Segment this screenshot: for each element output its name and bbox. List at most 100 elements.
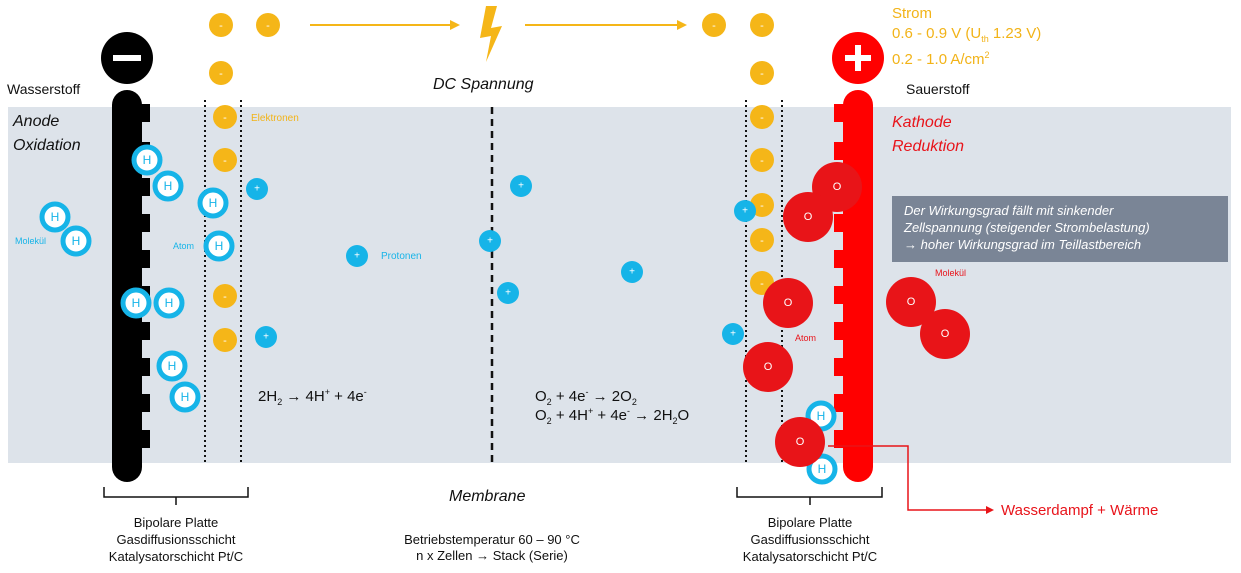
minus-icon — [113, 55, 141, 61]
proton — [621, 261, 643, 283]
oxygen-atom — [920, 309, 970, 359]
protons-label: Protonen — [381, 251, 422, 262]
layer-right-bipolar: Bipolare Platte — [767, 515, 853, 530]
water-vapor-label: Wasserdampf + Wärme — [1001, 502, 1159, 519]
proton — [246, 178, 268, 200]
proton-sign: + — [263, 332, 269, 343]
note-line-1: Der Wirkungsgrad fällt mit sinkender — [904, 203, 1114, 218]
bracket-right — [736, 487, 883, 505]
layer-left-bipolar: Bipolare Platte — [133, 515, 219, 530]
hydrogen-side-label: Wasserstoff — [7, 81, 81, 97]
hydrogen-symbol: H — [51, 210, 60, 224]
electron-sign: - — [760, 20, 764, 32]
current-info: Strom 0.6 - 0.9 V (Uth 1.23 V) 0.2 - 1.0… — [892, 4, 1041, 70]
electron-sign: - — [760, 68, 764, 80]
operating-info: Betriebstemperatur 60 – 90 °C n x Zellen… — [372, 532, 612, 564]
electron — [750, 105, 774, 129]
electron-sign: - — [712, 20, 716, 32]
hydrogen-atom — [120, 287, 152, 319]
oxygen-symbol: O — [907, 296, 916, 308]
cell-panel — [8, 107, 1231, 463]
hydrogen-symbol: H — [165, 296, 174, 310]
electron — [750, 13, 774, 37]
layers-right: Bipolare Platte Gasdiffusionsschicht Kat… — [730, 514, 890, 565]
layer-left-catalyst: Katalysatorschicht Pt/C — [108, 549, 244, 564]
current-title: Strom — [892, 5, 933, 22]
arrowhead-left — [450, 20, 460, 30]
electron-sign: - — [219, 20, 223, 32]
proton-sign: + — [354, 251, 360, 262]
kathode-label: Kathode — [892, 114, 952, 131]
atom-left-label: Atom — [173, 241, 195, 251]
proton — [346, 245, 368, 267]
proton — [497, 282, 519, 304]
hydrogen-atom — [203, 230, 235, 262]
oxygen-atom — [775, 417, 825, 467]
electron-sign: - — [760, 200, 764, 212]
proton — [734, 200, 756, 222]
proton-sign: + — [629, 267, 635, 278]
electron — [750, 228, 774, 252]
hydrogen-symbol: H — [164, 179, 173, 193]
cathode-equation-2: O2 + 4H+ + 4e- → 2H2O — [535, 406, 690, 426]
layers-left: Bipolare Platte Gasdiffusionsschicht Kat… — [96, 514, 256, 565]
electron — [256, 13, 280, 37]
oxygen-symbol: O — [764, 361, 773, 373]
proton-sign: + — [254, 184, 260, 195]
electron-sign: - — [760, 112, 764, 124]
electron-sign: - — [760, 235, 764, 247]
electron-sign: - — [760, 155, 764, 167]
oxygen-atom — [886, 277, 936, 327]
dc-voltage-label: DC Spannung — [433, 76, 534, 93]
hydrogen-symbol: H — [143, 153, 152, 167]
hydrogen-symbol: H — [132, 296, 141, 310]
hydrogen-symbol: H — [209, 196, 218, 210]
electron-sign: - — [223, 291, 227, 303]
proton-sign: + — [742, 206, 748, 217]
electron — [209, 13, 233, 37]
oxygen-symbol: O — [833, 181, 842, 193]
oxygen-symbol: O — [804, 211, 813, 223]
oxygen-symbol: O — [941, 328, 950, 340]
proton-sign: + — [730, 329, 736, 340]
hydrogen-atom — [197, 187, 229, 219]
oxygen-atom — [783, 192, 833, 242]
electron-sign: - — [760, 278, 764, 290]
bracket-left — [103, 487, 249, 505]
electron — [213, 284, 237, 308]
cathode-equation-1: O2 + 4e- → 2O2 — [535, 387, 637, 407]
water-vapor-arrowhead — [986, 506, 994, 514]
hydrogen-symbol: H — [72, 234, 81, 248]
proton-sign: + — [518, 181, 524, 192]
proton — [479, 230, 501, 252]
note-line-2: Zellspannung (steigender Strombelastung) — [904, 220, 1150, 235]
electron-sign: - — [223, 155, 227, 167]
electron — [213, 328, 237, 352]
current-voltage: 0.6 - 0.9 V (Uth 1.23 V) — [892, 25, 1042, 44]
proton — [510, 175, 532, 197]
electron-sign: - — [223, 112, 227, 124]
oxygen-atom — [763, 278, 813, 328]
electron — [750, 148, 774, 172]
hydrogen-atom — [156, 350, 188, 382]
oxygen-symbol: O — [796, 436, 805, 448]
anode-label: Anode — [13, 113, 60, 130]
molecule-right-label: Molekül — [935, 268, 967, 278]
electron — [209, 61, 233, 85]
hydrogen-symbol: H — [215, 239, 224, 253]
cells-stack: n x Zellen → Stack (Serie) — [416, 548, 568, 563]
anode-bipolar-plate — [112, 90, 150, 482]
hydrogen-symbol: H — [181, 390, 190, 404]
electron-sign: - — [223, 335, 227, 347]
note-line-3: → hoher Wirkungsgrad im Teillastbereich — [904, 237, 1142, 252]
atom-right-label: Atom — [795, 333, 817, 343]
proton — [722, 323, 744, 345]
hydrogen-atom — [806, 453, 838, 485]
electron — [702, 13, 726, 37]
hydrogen-symbol: H — [168, 359, 177, 373]
oxygen-atom — [743, 342, 793, 392]
oxygen-symbol: O — [784, 297, 793, 309]
efficiency-note: Der Wirkungsgrad fällt mit sinkender Zel… — [892, 196, 1228, 262]
lightning-icon — [480, 6, 502, 62]
